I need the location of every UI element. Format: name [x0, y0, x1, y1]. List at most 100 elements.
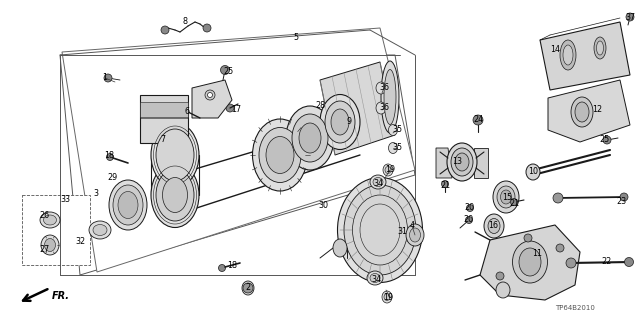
Ellipse shape [563, 45, 573, 65]
Text: 18: 18 [227, 261, 237, 270]
Circle shape [161, 26, 169, 34]
Circle shape [203, 24, 211, 32]
Ellipse shape [596, 41, 604, 55]
Ellipse shape [388, 124, 397, 136]
Ellipse shape [526, 164, 540, 180]
Ellipse shape [488, 219, 500, 234]
Text: 26: 26 [39, 211, 49, 219]
Ellipse shape [286, 106, 334, 170]
Text: 21: 21 [509, 198, 519, 207]
Polygon shape [22, 195, 90, 265]
Text: 10: 10 [528, 167, 538, 176]
Ellipse shape [384, 293, 390, 300]
Ellipse shape [493, 181, 519, 213]
Text: 15: 15 [502, 192, 512, 202]
Text: 37: 37 [625, 13, 635, 23]
Text: 19: 19 [383, 293, 393, 302]
Text: 1: 1 [102, 73, 108, 83]
Polygon shape [320, 62, 395, 155]
Ellipse shape [385, 167, 391, 174]
Ellipse shape [156, 129, 194, 181]
Ellipse shape [519, 248, 541, 276]
Text: 12: 12 [592, 106, 602, 115]
Ellipse shape [370, 175, 386, 189]
Text: 14: 14 [550, 46, 560, 55]
Text: 27: 27 [39, 246, 49, 255]
Ellipse shape [451, 148, 473, 176]
Text: 3: 3 [93, 189, 99, 197]
Ellipse shape [113, 185, 143, 225]
Ellipse shape [500, 190, 511, 204]
Circle shape [218, 264, 225, 271]
Circle shape [556, 244, 564, 252]
Polygon shape [548, 80, 630, 142]
Ellipse shape [331, 109, 349, 135]
Text: 18: 18 [104, 151, 114, 160]
Text: FR.: FR. [52, 291, 70, 301]
Ellipse shape [410, 228, 420, 242]
Circle shape [243, 283, 253, 293]
Ellipse shape [388, 143, 397, 153]
Polygon shape [474, 148, 488, 178]
Circle shape [442, 181, 449, 188]
Circle shape [467, 204, 474, 211]
Circle shape [524, 234, 532, 242]
Text: 36: 36 [379, 103, 389, 113]
Ellipse shape [259, 128, 301, 182]
Ellipse shape [455, 153, 469, 171]
Text: 11: 11 [532, 249, 542, 257]
Polygon shape [540, 22, 630, 90]
Text: 29: 29 [107, 174, 117, 182]
Circle shape [207, 93, 212, 98]
Text: 20: 20 [463, 216, 473, 225]
Text: 32: 32 [75, 238, 85, 247]
Text: 21: 21 [440, 181, 450, 189]
Text: 6: 6 [184, 108, 189, 116]
Text: 22: 22 [601, 257, 611, 266]
Circle shape [620, 193, 628, 201]
Ellipse shape [344, 185, 416, 275]
Polygon shape [480, 225, 580, 300]
Ellipse shape [163, 177, 188, 212]
Ellipse shape [253, 119, 307, 191]
Ellipse shape [118, 191, 138, 219]
Text: 30: 30 [318, 201, 328, 210]
Text: 4: 4 [410, 221, 415, 231]
Ellipse shape [367, 271, 383, 285]
Text: 13: 13 [452, 158, 462, 167]
Circle shape [182, 108, 189, 115]
Text: 34: 34 [373, 179, 383, 188]
Ellipse shape [45, 239, 56, 251]
Circle shape [221, 65, 230, 75]
Ellipse shape [447, 143, 477, 181]
Ellipse shape [337, 177, 422, 283]
Polygon shape [436, 148, 452, 178]
Bar [140, 95, 188, 143]
Circle shape [106, 153, 113, 160]
Circle shape [465, 217, 472, 224]
Circle shape [603, 136, 611, 144]
Ellipse shape [496, 282, 510, 298]
Text: 16: 16 [488, 221, 498, 231]
Ellipse shape [44, 215, 56, 225]
Polygon shape [62, 28, 415, 272]
Ellipse shape [370, 273, 380, 283]
Ellipse shape [376, 102, 386, 114]
Text: 28: 28 [315, 100, 325, 109]
Ellipse shape [333, 239, 347, 257]
Ellipse shape [497, 186, 515, 208]
Ellipse shape [89, 221, 111, 239]
Ellipse shape [381, 61, 399, 133]
Circle shape [625, 257, 634, 266]
Text: 5: 5 [293, 33, 299, 42]
Ellipse shape [41, 235, 59, 255]
Ellipse shape [406, 224, 424, 246]
Ellipse shape [560, 40, 576, 70]
Text: 35: 35 [392, 144, 402, 152]
Text: 2: 2 [245, 284, 251, 293]
Polygon shape [60, 55, 415, 275]
Ellipse shape [383, 164, 393, 176]
Ellipse shape [40, 212, 60, 228]
Ellipse shape [376, 82, 386, 94]
Ellipse shape [266, 137, 294, 174]
